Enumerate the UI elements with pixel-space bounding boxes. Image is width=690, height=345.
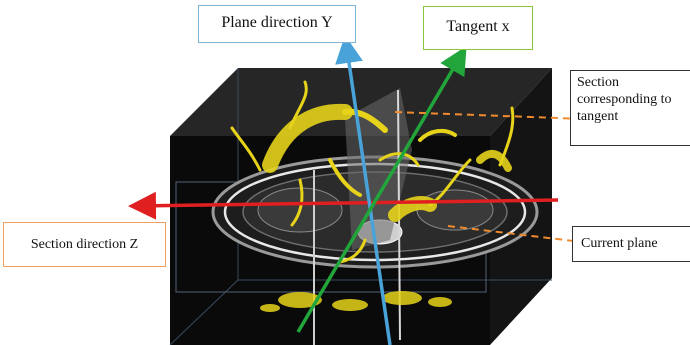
section-direction-z-axis bbox=[128, 191, 559, 220]
volume-back-diagonal bbox=[169, 279, 239, 345]
section-direction-z-label: Section direction Z bbox=[3, 222, 166, 267]
tangent-x-label: Tangent x bbox=[423, 6, 533, 50]
leader-current-plane bbox=[447, 225, 583, 243]
tangent-x-axis bbox=[296, 45, 467, 333]
plane-direction-y-axis bbox=[335, 35, 392, 345]
volume-top-face bbox=[170, 68, 552, 136]
current-plane-label: Current plane bbox=[572, 226, 690, 262]
plane-direction-y-label: Plane direction Y bbox=[198, 5, 356, 43]
section-tangent-label: Section corresponding to tangent bbox=[570, 70, 690, 146]
vessel-bottom-cluster bbox=[260, 291, 452, 312]
